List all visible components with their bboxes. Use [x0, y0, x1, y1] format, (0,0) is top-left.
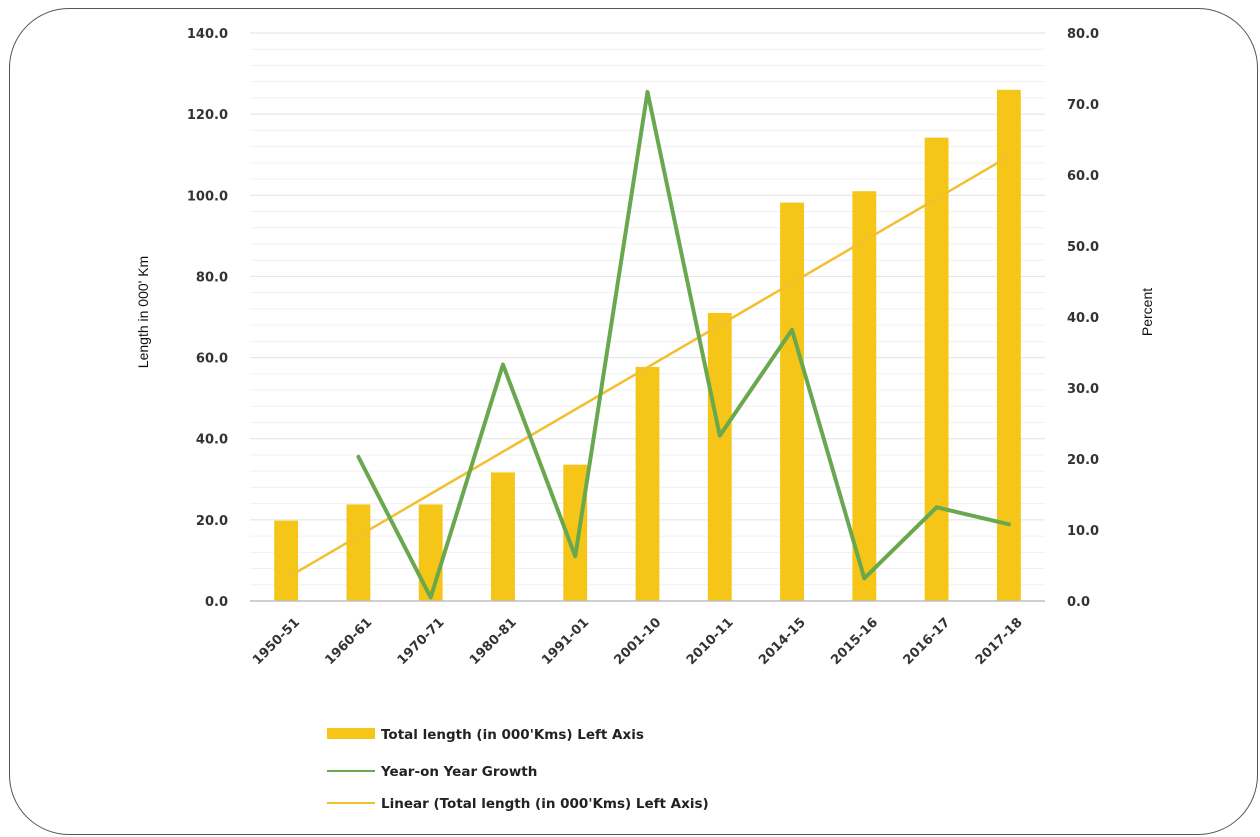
- bar-1960-61: [346, 504, 371, 601]
- left-tick-label: 20.0: [196, 514, 228, 529]
- right-tick-label: 50.0: [1067, 240, 1099, 255]
- x-tick-label: 1991-01: [539, 615, 592, 668]
- legend-swatch-total-length: [327, 728, 375, 739]
- legend-item-total-length: Total length (in 000'Kms) Left Axis: [327, 727, 644, 743]
- x-axis-ticks: 1950-51 1960-61 1970-71 1980-81 1991-01 2001-…: [250, 615, 1026, 668]
- growth-line: [356, 89, 1011, 600]
- trendline-path: [285, 155, 1010, 580]
- left-tick-label: 100.0: [187, 189, 228, 204]
- right-tick-label: 20.0: [1067, 453, 1099, 468]
- legend-label-trend: Linear (Total length (in 000'Kms) Left A…: [381, 796, 709, 812]
- legend-label-growth: Year-on Year Growth: [380, 764, 537, 780]
- legend: Total length (in 000'Kms) Left Axis Year…: [327, 727, 709, 812]
- left-tick-label: 120.0: [187, 108, 228, 123]
- right-tick-label: 0.0: [1067, 595, 1090, 610]
- right-tick-label: 60.0: [1067, 169, 1099, 184]
- bars: [274, 89, 1021, 602]
- x-tick-label: 1960-61: [322, 615, 375, 668]
- x-tick-label: 2001-10: [612, 615, 665, 668]
- bar-2015-16: [852, 191, 877, 601]
- bar-1970-71: [418, 504, 443, 601]
- x-tick-label: 2014-15: [756, 615, 809, 668]
- bar-2010-11: [707, 312, 732, 601]
- growth-line-path: [356, 89, 1011, 600]
- x-tick-label: 2016-17: [901, 615, 954, 668]
- left-tick-label: 140.0: [187, 27, 228, 42]
- right-tick-label: 10.0: [1067, 524, 1099, 539]
- legend-item-trend: Linear (Total length (in 000'Kms) Left A…: [327, 796, 709, 812]
- legend-label-total-length: Total length (in 000'Kms) Left Axis: [381, 727, 644, 743]
- x-tick-label: 2010-11: [684, 615, 737, 668]
- x-tick-label: 1970-71: [395, 615, 448, 668]
- left-tick-label: 0.0: [205, 595, 228, 610]
- bar-1980-81: [491, 472, 515, 601]
- legend-item-growth: Year-on Year Growth: [327, 764, 537, 780]
- trendline: [285, 155, 1010, 580]
- right-tick-label: 70.0: [1067, 98, 1099, 113]
- bar-1991-01: [563, 464, 588, 601]
- left-tick-label: 60.0: [196, 352, 228, 367]
- x-tick-label: 2017-18: [973, 615, 1026, 668]
- bar-2001-10: [635, 366, 660, 601]
- bar-2014-15: [780, 202, 804, 602]
- left-tick-label: 40.0: [196, 433, 228, 448]
- x-tick-label: 1980-81: [467, 615, 520, 668]
- right-axis-title: Percent: [1139, 288, 1155, 336]
- right-tick-label: 30.0: [1067, 382, 1099, 397]
- bar-2016-17: [924, 137, 949, 601]
- left-axis-title: Length in 000' Km: [135, 256, 151, 368]
- x-tick-label: 1950-51: [250, 615, 303, 668]
- left-tick-label: 80.0: [196, 270, 228, 285]
- bar-2017-18: [996, 89, 1021, 602]
- x-tick-label: 2015-16: [828, 615, 881, 668]
- left-axis-ticks: 0.0 20.0 40.0 60.0 80.0 100.0 120.0 140.0: [187, 27, 228, 610]
- right-tick-label: 40.0: [1067, 311, 1099, 326]
- right-tick-label: 80.0: [1067, 27, 1099, 42]
- bar-1950-51: [274, 520, 299, 601]
- chart-frame: [9, 8, 1258, 835]
- right-axis-ticks: 0.0 10.0 20.0 30.0 40.0 50.0 60.0 70.0 80.0: [1067, 27, 1099, 610]
